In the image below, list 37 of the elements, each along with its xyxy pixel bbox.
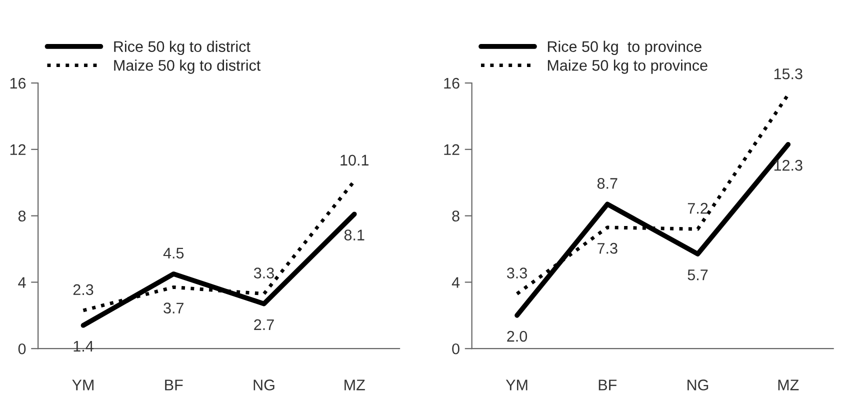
data-label: 5.7 [688, 270, 708, 280]
x-tick-label: YM [506, 380, 528, 390]
y-tick-label: 4 [452, 277, 460, 288]
x-tick-label: MZ [778, 380, 799, 390]
x-tick-label: NG [254, 380, 274, 390]
legend-label: Maize 50 kg to district [114, 60, 261, 74]
y-tick-label: 0 [452, 343, 460, 354]
y-tick-label: 16 [444, 78, 460, 89]
data-label: 3.7 [164, 302, 184, 314]
data-label: 4.5 [163, 248, 184, 259]
x-tick-label: YM [72, 380, 94, 390]
legend-label: Rice 50 kg to district [114, 40, 250, 56]
x-tick-label: MZ [344, 380, 365, 390]
data-label: 3.3 [254, 268, 274, 278]
data-label: 8.7 [597, 178, 618, 189]
y-tick-label: 8 [18, 210, 26, 222]
x-tick-label: BF [165, 380, 183, 390]
legend-label: Rice 50 kg to province [548, 40, 702, 56]
data-label: 10.1 [340, 154, 368, 166]
y-tick-label: 8 [452, 210, 460, 222]
y-tick-label: 12 [444, 144, 460, 155]
legend-label: Maize 50 kg to province [548, 60, 708, 74]
x-tick-label: NG [688, 380, 708, 390]
data-label: 2.7 [254, 319, 274, 330]
data-label: 8.1 [344, 230, 364, 240]
y-tick-label: 0 [18, 343, 26, 354]
data-label: 7.2 [688, 202, 708, 214]
data-label: 2.3 [73, 284, 94, 296]
data-label: 15.3 [774, 68, 802, 80]
y-tick-label: 12 [10, 144, 26, 155]
y-tick-label: 4 [18, 277, 26, 288]
data-label: 3.3 [506, 268, 527, 278]
data-label: 2.0 [507, 330, 528, 342]
x-tick-label: BF [598, 380, 617, 390]
data-label: 12.3 [774, 160, 802, 171]
y-tick-label: 16 [10, 78, 26, 89]
data-label: 7.3 [598, 242, 618, 254]
